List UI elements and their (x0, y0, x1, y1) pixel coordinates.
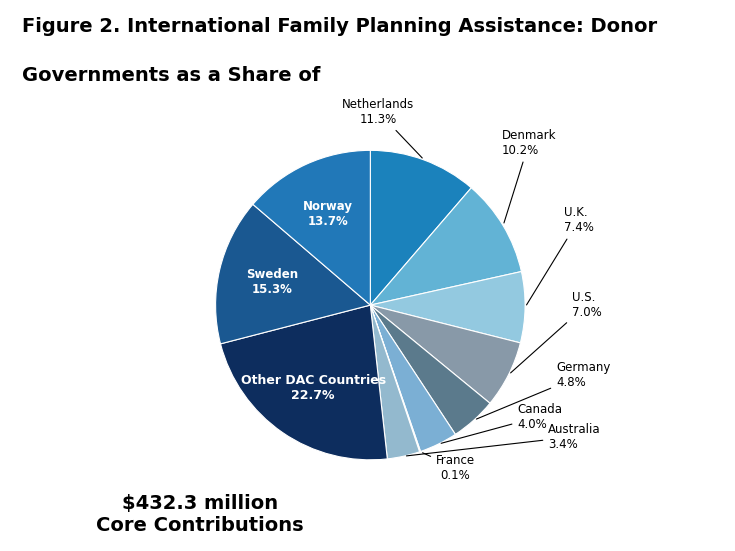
Text: Other DAC Countries
22.7%: Other DAC Countries 22.7% (240, 374, 386, 402)
Text: France
0.1%: France 0.1% (423, 453, 475, 482)
Wedge shape (370, 305, 490, 434)
Wedge shape (370, 150, 471, 305)
Text: KAISER: KAISER (638, 505, 678, 515)
Wedge shape (370, 305, 456, 451)
Wedge shape (215, 204, 370, 344)
Text: Canada
4.0%: Canada 4.0% (441, 403, 562, 444)
Text: Netherlands
11.3%: Netherlands 11.3% (342, 98, 423, 158)
Text: Denmark
10.2%: Denmark 10.2% (502, 128, 556, 223)
Wedge shape (370, 188, 521, 305)
Text: THE HENRY J.: THE HENRY J. (637, 496, 678, 501)
Text: FOUNDATION: FOUNDATION (637, 529, 678, 534)
Text: Australia
3.4%: Australia 3.4% (406, 423, 601, 456)
Text: Germany
4.8%: Germany 4.8% (476, 361, 610, 419)
Wedge shape (370, 305, 520, 403)
Text: Norway
13.7%: Norway 13.7% (304, 199, 354, 228)
Wedge shape (370, 272, 525, 343)
Text: $432.3 million
Core Contributions: $432.3 million Core Contributions (96, 494, 304, 534)
Text: U.S.
7.0%: U.S. 7.0% (511, 291, 601, 373)
Wedge shape (370, 305, 420, 452)
Wedge shape (253, 150, 370, 305)
Text: Figure 2. International Family Planning Assistance: Donor: Figure 2. International Family Planning … (22, 17, 657, 35)
Text: FAMILY: FAMILY (639, 516, 677, 526)
Text: Governments as a Share of: Governments as a Share of (22, 66, 327, 85)
Text: U.K.
7.4%: U.K. 7.4% (526, 206, 594, 305)
Text: Sweden
15.3%: Sweden 15.3% (246, 268, 298, 296)
Wedge shape (370, 305, 420, 459)
Wedge shape (220, 305, 387, 460)
